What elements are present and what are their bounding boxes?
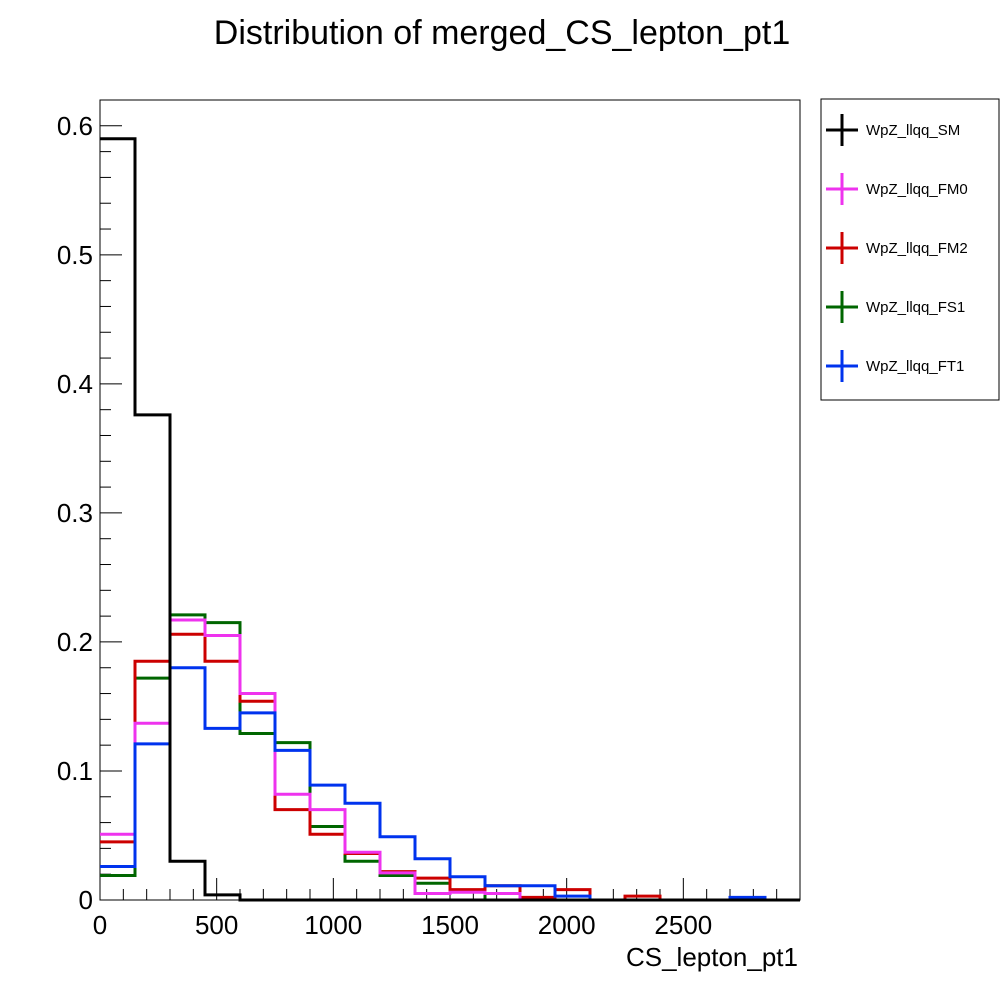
- plot-frame: [99, 99, 801, 901]
- legend-box: [820, 98, 1000, 401]
- y-tick-label: 0.6: [57, 111, 93, 141]
- legend-entry: WpZ_llqq_FM2: [826, 232, 968, 264]
- x-axis-ticks: 0 500 1000 1500 2000 2500: [93, 878, 801, 940]
- legend-label: WpZ_llqq_FM0: [866, 181, 968, 198]
- x-axis-title: CS_lepton_pt1: [626, 942, 798, 972]
- series-line-WpZ_llqq_SM: [100, 137, 800, 902]
- y-tick-label: 0.5: [57, 240, 93, 270]
- x-tick-label: 1500: [421, 910, 479, 940]
- legend-label: WpZ_llqq_FS1: [866, 299, 965, 316]
- y-tick-label: 0.1: [57, 756, 93, 786]
- legend-entries: WpZ_llqq_SM WpZ_llqq_FM0 WpZ_llqq_FM2 WpZ_l…: [826, 114, 968, 382]
- histogram-series: [100, 137, 800, 902]
- y-axis-ticks: 0 0.1 0.2 0.3 0.4 0.5 0.6: [57, 99, 122, 915]
- y-tick-label: 0: [79, 885, 93, 915]
- legend-entry: WpZ_llqq_FM0: [826, 173, 968, 205]
- y-tick-label: 0.2: [57, 627, 93, 657]
- legend-label: WpZ_llqq_SM: [866, 122, 960, 139]
- y-tick-label: 0.3: [57, 498, 93, 528]
- x-tick-label: 2500: [654, 910, 712, 940]
- legend: WpZ_llqq_SM WpZ_llqq_FM0 WpZ_llqq_FM2 WpZ_l…: [820, 98, 1000, 401]
- chart-title: Distribution of merged_CS_lepton_pt1: [214, 14, 790, 52]
- y-tick-label: 0.4: [57, 369, 93, 399]
- x-tick-label: 1000: [304, 910, 362, 940]
- legend-label: WpZ_llqq_FT1: [866, 358, 964, 375]
- legend-entry: WpZ_llqq_FS1: [826, 291, 965, 323]
- x-tick-label: 500: [195, 910, 238, 940]
- legend-entry: WpZ_llqq_FT1: [826, 350, 964, 382]
- x-tick-label: 2000: [538, 910, 596, 940]
- x-tick-label: 0: [93, 910, 107, 940]
- legend-entry: WpZ_llqq_SM: [826, 114, 960, 146]
- legend-label: WpZ_llqq_FM2: [866, 240, 968, 257]
